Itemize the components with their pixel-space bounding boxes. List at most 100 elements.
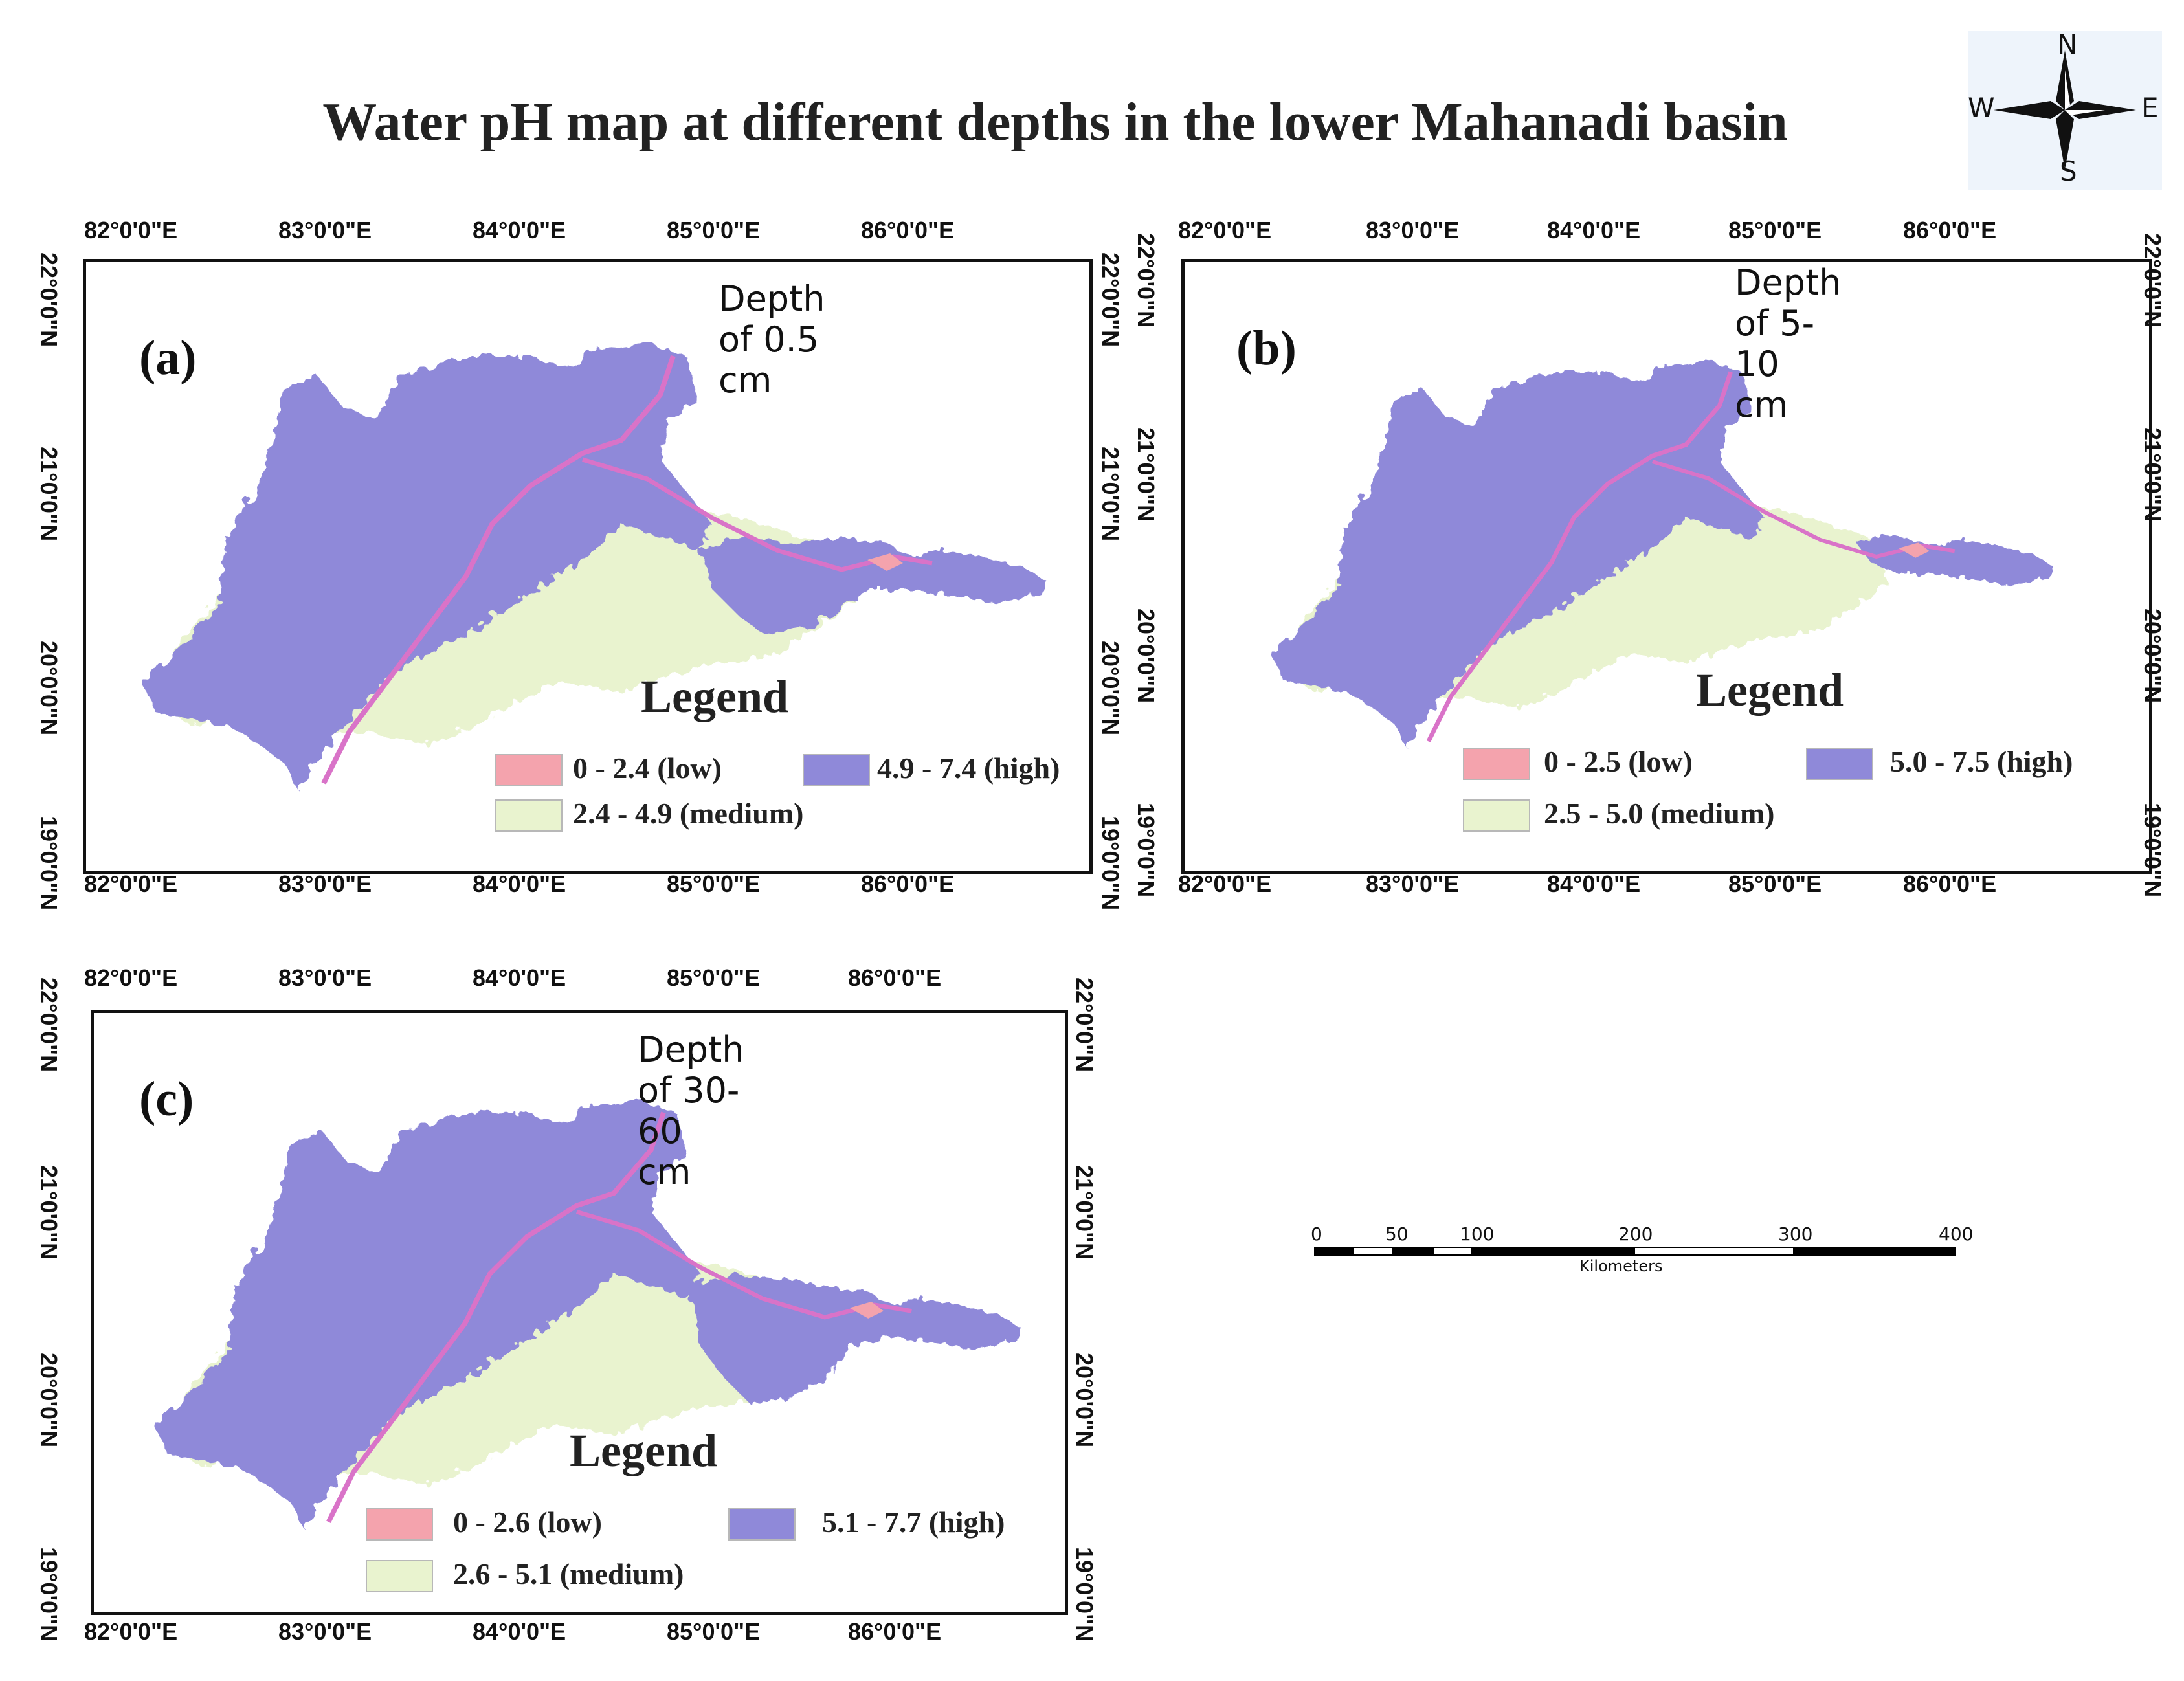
lon-tick-top-b-2: 84°0'0"E xyxy=(1547,217,1641,243)
legend-swatch-high-c xyxy=(728,1508,796,1541)
legend-label-medium-b: 2.5 - 5.0 (medium) xyxy=(1544,797,1775,830)
lon-tick-top-b-1: 83°0'0"E xyxy=(1366,217,1460,243)
depth-label-a: Depth of 0.5 cm xyxy=(719,278,825,401)
lat-tick-right-b-1: 21°0'0"N xyxy=(2139,427,2166,522)
depth-label-b: Depth of 5-10 cm xyxy=(1735,262,1842,425)
lon-tick-bottom-a-1: 83°0'0"E xyxy=(278,871,372,897)
lat-tick-left-a-0: 22°0'0"N xyxy=(36,252,62,348)
river-b xyxy=(1426,371,1733,742)
scale-seg-7 xyxy=(1794,1247,1956,1256)
scale-seg-5 xyxy=(1472,1247,1634,1256)
lat-tick-left-c-1: 21°0'0"N xyxy=(36,1165,62,1260)
lat-tick-right-b-0: 22°0'0"N xyxy=(2139,233,2166,328)
scale-label-300: 300 xyxy=(1778,1223,1813,1245)
lat-tick-left-b-2: 20°0'0"N xyxy=(1133,608,1159,704)
panel-label-a: (a) xyxy=(139,331,197,385)
lon-tick-top-a-3: 85°0'0"E xyxy=(667,217,761,243)
river-c xyxy=(326,1111,666,1523)
legend-label-low-b: 0 - 2.5 (low) xyxy=(1544,745,1693,778)
lat-tick-left-c-0: 22°0'0"N xyxy=(36,977,62,1073)
basin-map-a xyxy=(142,343,1049,790)
river-a xyxy=(321,355,676,785)
legend-swatch-low-b xyxy=(1463,748,1530,780)
lon-tick-bottom-b-3: 85°0'0"E xyxy=(1728,871,1822,897)
legend-swatch-low-a xyxy=(495,754,563,786)
lat-tick-right-a-0: 22°0'0"N xyxy=(1097,252,1124,348)
scale-label-0: 0 xyxy=(1311,1223,1322,1245)
lat-tick-right-a-3: 19°0'0"N xyxy=(1097,816,1124,911)
lon-tick-top-a-4: 86°0'0"E xyxy=(861,217,955,243)
scale-seg-1 xyxy=(1314,1247,1353,1256)
high-zone-c xyxy=(155,1100,701,1528)
lon-tick-top-c-2: 84°0'0"E xyxy=(473,964,566,991)
lat-tick-right-b-3: 19°0'0"N xyxy=(2139,803,2166,898)
north-arrow-compass: N S W E xyxy=(1968,28,2162,190)
scale-label-200: 200 xyxy=(1618,1223,1653,1245)
lon-tick-top-b-0: 82°0'0"E xyxy=(1178,217,1272,243)
scale-label-50: 50 xyxy=(1385,1223,1409,1245)
legend-label-medium-a: 2.4 - 4.9 (medium) xyxy=(573,797,804,830)
compass-n: N xyxy=(2057,28,2078,60)
lat-tick-right-c-0: 22°0'0"N xyxy=(1071,977,1098,1073)
lon-tick-bottom-a-4: 86°0'0"E xyxy=(861,871,955,897)
compass-e: E xyxy=(2141,92,2159,124)
legend-swatch-medium-c xyxy=(366,1560,433,1592)
lon-tick-top-a-0: 82°0'0"E xyxy=(84,217,178,243)
lat-tick-left-b-3: 19°0'0"N xyxy=(1133,803,1159,898)
lat-tick-left-b-0: 22°0'0"N xyxy=(1133,233,1159,328)
basin-map-c xyxy=(155,1100,1023,1528)
lat-tick-left-c-3: 19°0'0"N xyxy=(36,1547,62,1642)
lat-tick-right-c-2: 20°0'0"N xyxy=(1071,1353,1098,1448)
legend-swatch-medium-b xyxy=(1463,799,1530,832)
legend-label-low-a: 0 - 2.4 (low) xyxy=(573,751,722,785)
low-zone-b xyxy=(1899,542,1930,558)
high-zone-a xyxy=(142,343,712,790)
lon-tick-top-c-1: 83°0'0"E xyxy=(278,964,372,991)
lat-tick-right-c-1: 21°0'0"N xyxy=(1071,1165,1098,1260)
lon-tick-bottom-c-1: 83°0'0"E xyxy=(278,1618,372,1645)
legend-title-b: Legend xyxy=(1696,664,1844,716)
lat-tick-right-a-2: 20°0'0"N xyxy=(1097,641,1124,736)
scale-label-400: 400 xyxy=(1939,1223,1974,1245)
high-zone-east-c xyxy=(688,1273,1023,1405)
low-zone-c xyxy=(849,1302,884,1319)
lon-tick-bottom-b-1: 83°0'0"E xyxy=(1366,871,1460,897)
lat-tick-left-a-1: 21°0'0"N xyxy=(36,447,62,542)
lat-tick-right-b-2: 20°0'0"N xyxy=(2139,608,2166,704)
compass-s: S xyxy=(2060,155,2077,187)
lon-tick-top-b-3: 85°0'0"E xyxy=(1728,217,1822,243)
lon-tick-top-c-3: 85°0'0"E xyxy=(667,964,761,991)
scale-seg-6 xyxy=(1634,1247,1794,1256)
scale-seg-2 xyxy=(1353,1247,1393,1256)
scale-label-100: 100 xyxy=(1460,1223,1495,1245)
legend-swatch-high-a xyxy=(803,754,870,786)
lon-tick-bottom-c-2: 84°0'0"E xyxy=(473,1618,566,1645)
scale-bar: 0 50 100 200 300 400 Kilometers xyxy=(1311,1223,1973,1275)
medium-patch-a xyxy=(492,596,583,667)
lon-tick-bottom-a-3: 85°0'0"E xyxy=(667,871,761,897)
lat-tick-left-c-2: 20°0'0"N xyxy=(36,1353,62,1448)
medium-patch-b xyxy=(1574,579,1653,641)
panel-label-c: (c) xyxy=(139,1072,194,1126)
legend-title-c: Legend xyxy=(570,1425,718,1476)
scale-seg-4 xyxy=(1433,1247,1472,1256)
lat-tick-right-a-1: 21°0'0"N xyxy=(1097,447,1124,542)
lon-tick-bottom-a-0: 82°0'0"E xyxy=(84,871,178,897)
lat-tick-left-a-2: 20°0'0"N xyxy=(36,641,62,736)
lon-tick-top-a-1: 83°0'0"E xyxy=(278,217,372,243)
lon-tick-top-c-4: 86°0'0"E xyxy=(848,964,942,991)
high-zone-b xyxy=(1271,361,1765,748)
lon-tick-bottom-a-2: 84°0'0"E xyxy=(473,871,566,897)
lon-tick-top-c-0: 82°0'0"E xyxy=(84,964,178,991)
medium-patch-c xyxy=(489,1342,577,1410)
lon-tick-top-a-2: 84°0'0"E xyxy=(473,217,566,243)
lon-tick-bottom-b-0: 82°0'0"E xyxy=(1178,871,1272,897)
legend-swatch-high-b xyxy=(1806,748,1873,780)
map-title: Water pH map at different depths in the … xyxy=(322,92,1788,152)
legend-title-a: Legend xyxy=(641,671,789,722)
panel-label-b: (b) xyxy=(1236,321,1297,375)
compass-w: W xyxy=(1968,92,1995,124)
lon-tick-top-b-4: 86°0'0"E xyxy=(1903,217,1997,243)
scale-seg-3 xyxy=(1393,1247,1433,1256)
legend-label-high-c: 5.1 - 7.7 (high) xyxy=(822,1506,1005,1539)
